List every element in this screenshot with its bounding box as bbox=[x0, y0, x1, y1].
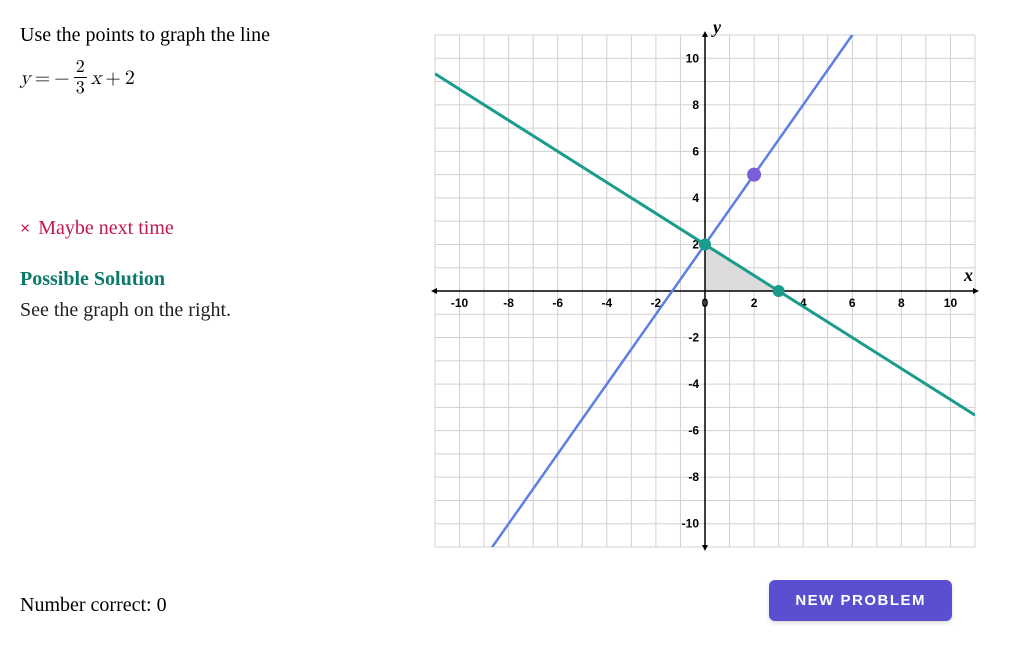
y-tick-label: -2 bbox=[688, 331, 699, 345]
eq-neg: − bbox=[54, 66, 70, 90]
score-row: Number correct: 0 bbox=[20, 594, 400, 625]
eq-var: x bbox=[91, 66, 102, 90]
y-tick-label: -6 bbox=[688, 424, 699, 438]
solution-heading: Possible Solution bbox=[20, 268, 400, 291]
y-tick-label: 8 bbox=[692, 98, 699, 112]
score-value: 0 bbox=[157, 594, 167, 616]
eq-fraction: 2 3 bbox=[74, 58, 87, 97]
point-x-intercept[interactable] bbox=[773, 285, 785, 297]
y-tick-label: -8 bbox=[688, 470, 699, 484]
y-tick-label: 10 bbox=[686, 51, 700, 65]
eq-intercept: 2 bbox=[125, 66, 135, 90]
eq-frac-num: 2 bbox=[74, 58, 87, 78]
cross-icon: × bbox=[20, 218, 30, 239]
eq-frac-den: 3 bbox=[74, 78, 87, 97]
graph-svg[interactable]: -10-8-6-4-20246810-10-8-6-4-2246810yx bbox=[420, 20, 990, 580]
y-tick-label: -4 bbox=[688, 377, 699, 391]
eq-equals: = bbox=[35, 66, 51, 90]
x-tick-label: -10 bbox=[451, 296, 469, 310]
x-tick-label: 2 bbox=[751, 296, 758, 310]
point-user[interactable] bbox=[747, 168, 761, 182]
y-axis-label: y bbox=[711, 20, 722, 37]
new-problem-button[interactable]: NEW PROBLEM bbox=[769, 580, 952, 621]
x-axis-label: x bbox=[963, 265, 973, 285]
score-label: Number correct: bbox=[20, 594, 152, 616]
prompt-text: Use the points to graph the line bbox=[20, 20, 400, 50]
x-tick-label: 6 bbox=[849, 296, 856, 310]
feedback-row: × Maybe next time bbox=[20, 217, 400, 240]
y-tick-label: 6 bbox=[692, 144, 699, 158]
x-tick-label: -6 bbox=[552, 296, 563, 310]
x-tick-label: 8 bbox=[898, 296, 905, 310]
x-tick-label: -4 bbox=[601, 296, 612, 310]
graph[interactable]: -10-8-6-4-20246810-10-8-6-4-2246810yx bbox=[420, 20, 990, 572]
point-y-intercept[interactable] bbox=[699, 238, 711, 250]
x-tick-label: 0 bbox=[702, 296, 709, 310]
x-tick-label: -8 bbox=[503, 296, 514, 310]
x-tick-label: 10 bbox=[944, 296, 958, 310]
equation: y = − 2 3 x + 2 bbox=[20, 58, 400, 97]
y-tick-label: -10 bbox=[682, 517, 700, 531]
feedback-text: Maybe next time bbox=[38, 217, 174, 240]
solution-text: See the graph on the right. bbox=[20, 299, 400, 322]
y-tick-label: 4 bbox=[692, 191, 699, 205]
eq-lhs: y bbox=[20, 66, 31, 90]
eq-plus: + bbox=[105, 66, 121, 90]
